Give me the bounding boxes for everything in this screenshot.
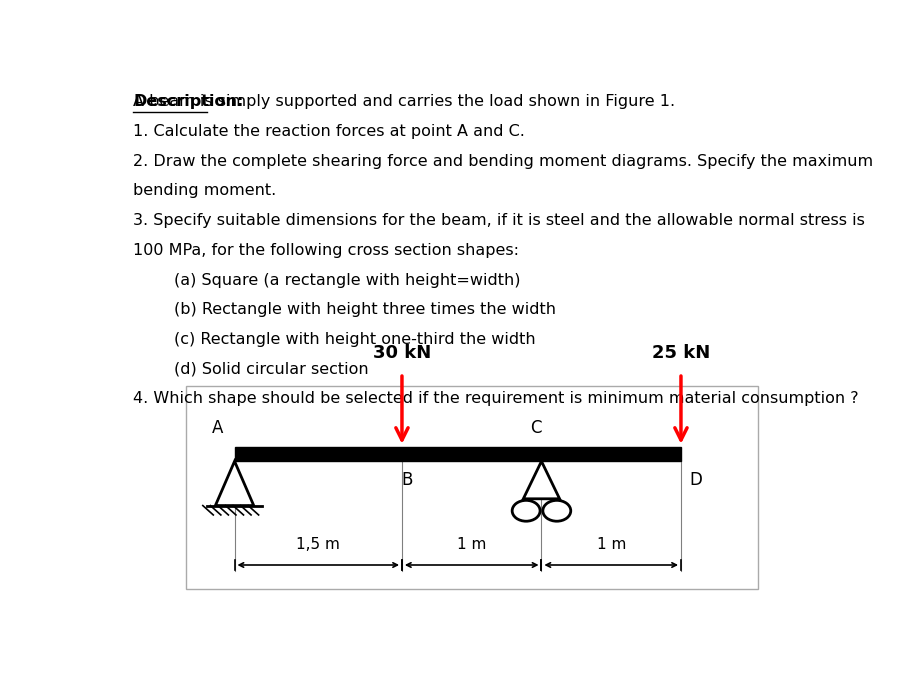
- Text: 2. Draw the complete shearing force and bending moment diagrams. Specify the max: 2. Draw the complete shearing force and …: [133, 154, 874, 169]
- Text: 25 kN: 25 kN: [652, 344, 710, 362]
- Text: (d) Solid circular section: (d) Solid circular section: [133, 362, 369, 376]
- Text: 3. Specify suitable dimensions for the beam, if it is steel and the allowable no: 3. Specify suitable dimensions for the b…: [133, 213, 865, 228]
- Polygon shape: [215, 461, 254, 506]
- Text: A: A: [212, 419, 223, 437]
- Text: (a) Square (a rectangle with height=width): (a) Square (a rectangle with height=widt…: [133, 273, 521, 288]
- Text: 1 m: 1 m: [597, 538, 626, 552]
- Text: 100 MPa, for the following cross section shapes:: 100 MPa, for the following cross section…: [133, 243, 519, 258]
- Text: bending moment.: bending moment.: [133, 183, 276, 198]
- Circle shape: [543, 500, 571, 521]
- Text: A beam is simply supported and carries the load shown in Figure 1.: A beam is simply supported and carries t…: [133, 94, 676, 109]
- Circle shape: [512, 500, 540, 521]
- Text: Description:: Description:: [133, 94, 244, 109]
- Text: 1 m: 1 m: [457, 538, 486, 552]
- Text: (b) Rectangle with height three times the width: (b) Rectangle with height three times th…: [133, 302, 556, 318]
- Bar: [185, 386, 758, 590]
- Text: 1. Calculate the reaction forces at point A and C.: 1. Calculate the reaction forces at poin…: [133, 124, 526, 139]
- Text: D: D: [690, 471, 703, 489]
- Text: B: B: [402, 471, 413, 489]
- Text: 4. Which shape should be selected if the requirement is minimum material consump: 4. Which shape should be selected if the…: [133, 391, 859, 406]
- Polygon shape: [523, 461, 560, 499]
- Text: C: C: [530, 419, 542, 437]
- Text: 1,5 m: 1,5 m: [296, 538, 340, 552]
- Text: (c) Rectangle with height one-third the width: (c) Rectangle with height one-third the …: [133, 332, 536, 347]
- Bar: [235, 447, 681, 461]
- Text: 30 kN: 30 kN: [373, 344, 431, 362]
